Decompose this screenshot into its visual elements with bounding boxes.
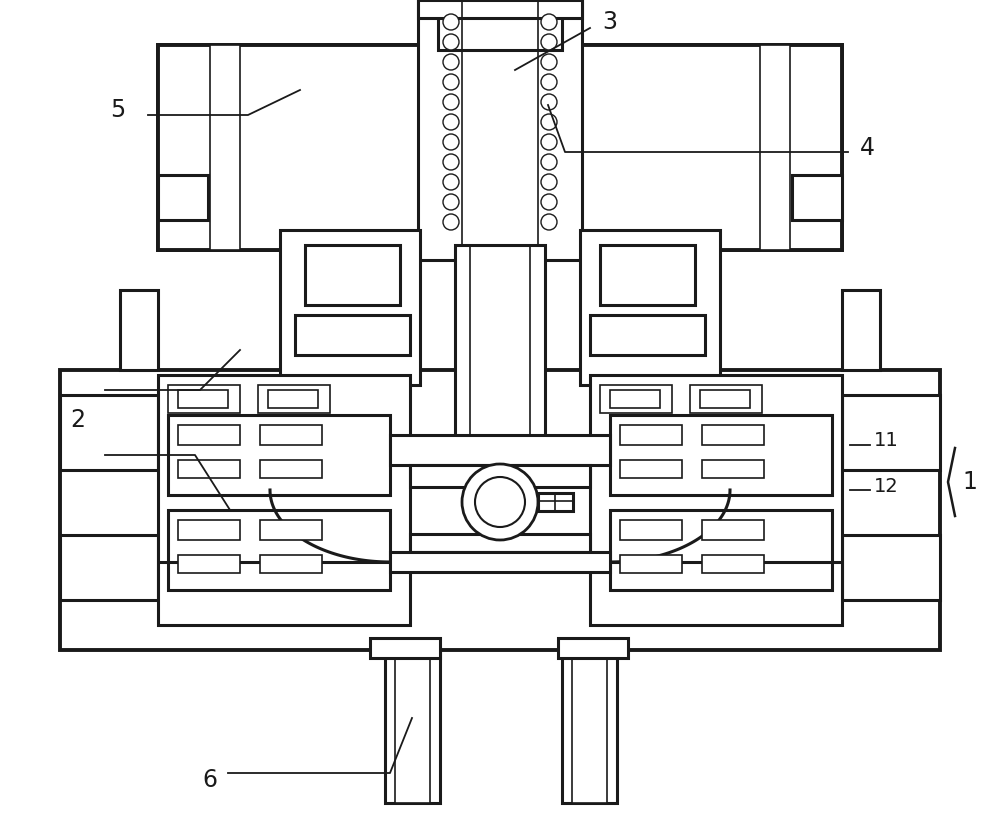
Text: 4: 4 — [860, 136, 875, 160]
Bar — [168, 385, 240, 413]
Circle shape — [443, 34, 459, 50]
Bar — [438, 0, 562, 50]
Bar — [702, 555, 764, 573]
Circle shape — [443, 14, 459, 30]
Bar — [158, 375, 410, 625]
Bar — [410, 465, 590, 487]
Circle shape — [475, 477, 525, 527]
Circle shape — [541, 174, 557, 190]
Bar — [370, 638, 440, 658]
Circle shape — [443, 214, 459, 230]
Bar — [590, 315, 705, 355]
Circle shape — [541, 154, 557, 170]
Text: 2: 2 — [70, 408, 86, 432]
Bar — [620, 425, 682, 445]
Bar — [158, 45, 842, 250]
Bar — [620, 520, 682, 540]
Bar — [120, 290, 158, 370]
Text: 11: 11 — [874, 431, 899, 449]
Bar — [700, 390, 750, 408]
Bar — [418, 0, 582, 18]
Bar — [610, 390, 660, 408]
Bar — [258, 385, 330, 413]
Bar — [842, 535, 940, 600]
Bar — [610, 510, 832, 590]
Text: 3: 3 — [602, 10, 617, 34]
Bar — [538, 493, 573, 511]
Text: 12: 12 — [874, 477, 899, 495]
Bar — [305, 245, 400, 305]
Circle shape — [541, 74, 557, 90]
Bar — [168, 415, 390, 495]
Bar — [178, 390, 228, 408]
Bar — [158, 45, 842, 250]
Bar — [702, 460, 764, 478]
Circle shape — [443, 174, 459, 190]
Circle shape — [541, 194, 557, 210]
Circle shape — [443, 154, 459, 170]
Bar — [178, 520, 240, 540]
Bar — [60, 370, 940, 650]
Bar — [792, 175, 842, 220]
Bar — [260, 425, 322, 445]
Bar — [410, 534, 590, 552]
Bar — [690, 385, 762, 413]
Bar — [390, 552, 610, 572]
Bar — [178, 425, 240, 445]
Circle shape — [541, 134, 557, 150]
Bar — [178, 460, 240, 478]
Bar — [395, 648, 430, 803]
Bar — [60, 535, 158, 600]
Circle shape — [541, 214, 557, 230]
Circle shape — [443, 54, 459, 70]
Circle shape — [443, 74, 459, 90]
Bar — [572, 648, 607, 803]
Bar — [268, 390, 318, 408]
Bar — [580, 230, 720, 385]
Bar — [562, 648, 617, 803]
Bar — [842, 290, 880, 370]
Bar — [760, 45, 790, 250]
Bar — [60, 395, 158, 470]
Circle shape — [541, 114, 557, 130]
Bar — [260, 460, 322, 478]
Bar — [620, 460, 682, 478]
Circle shape — [541, 14, 557, 30]
Circle shape — [541, 54, 557, 70]
Circle shape — [443, 194, 459, 210]
Circle shape — [541, 34, 557, 50]
Circle shape — [462, 464, 538, 540]
Bar — [620, 555, 682, 573]
Bar — [385, 648, 440, 803]
Bar — [600, 385, 672, 413]
Bar — [600, 245, 695, 305]
Bar — [418, 0, 582, 260]
Bar — [295, 315, 410, 355]
Text: 6: 6 — [202, 768, 218, 792]
Bar — [455, 245, 545, 440]
Text: 1: 1 — [962, 470, 977, 494]
Bar — [610, 415, 832, 495]
Circle shape — [443, 134, 459, 150]
Bar — [590, 375, 842, 625]
Bar — [842, 395, 940, 470]
Text: 5: 5 — [110, 98, 126, 122]
Bar — [390, 435, 610, 465]
Circle shape — [443, 94, 459, 110]
Bar — [702, 520, 764, 540]
Bar — [280, 230, 420, 385]
Bar — [702, 425, 764, 445]
Bar — [210, 45, 240, 250]
Bar — [168, 510, 390, 590]
Bar — [558, 638, 628, 658]
Bar — [260, 555, 322, 573]
Bar — [158, 175, 208, 220]
Bar — [260, 520, 322, 540]
Circle shape — [443, 114, 459, 130]
Bar — [178, 555, 240, 573]
Circle shape — [541, 94, 557, 110]
